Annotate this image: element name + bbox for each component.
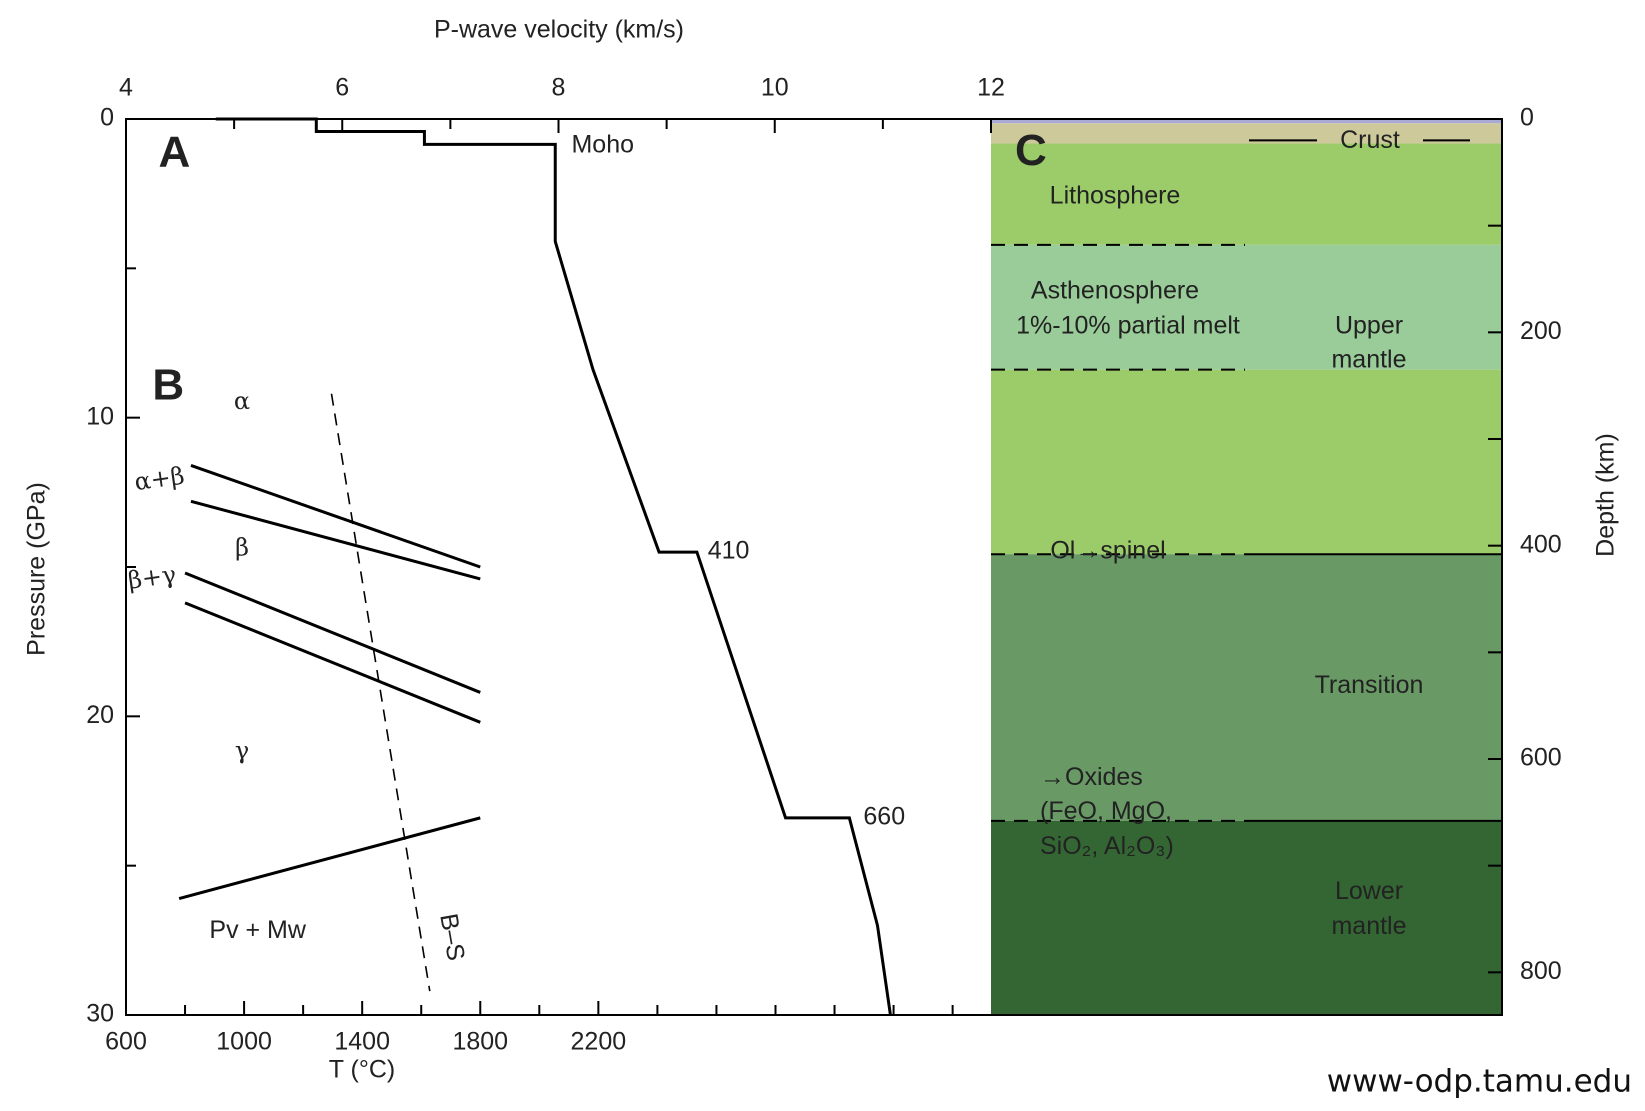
layer (991, 820, 1502, 1015)
panel-a-label: Moho (571, 130, 634, 158)
layer-label: Ol→spinel (1050, 537, 1165, 565)
layer (991, 554, 1502, 821)
layer-label: mantle (1331, 912, 1406, 940)
panel-b-label: B (152, 360, 184, 409)
panel-a-label: 410 (708, 537, 750, 565)
x-tick-label: 1000 (216, 1028, 272, 1056)
layer-label: Upper (1335, 312, 1403, 340)
layer (991, 369, 1502, 555)
y2-tick-label: 0 (1520, 104, 1534, 132)
y2-tick-label: 600 (1520, 744, 1562, 772)
y2-tick-label: 200 (1520, 317, 1562, 345)
series-line (330, 393, 431, 992)
series-line (184, 571, 481, 694)
series-line (184, 601, 481, 724)
x-tick-label: 1800 (452, 1028, 508, 1056)
panel-b-label: B–S (434, 911, 470, 962)
layer-label: →Oxides (1040, 763, 1143, 791)
series-line (190, 464, 481, 569)
panel-a-label: A (158, 127, 190, 176)
x2-tick-label: 6 (335, 74, 349, 102)
layer-label: Transition (1315, 671, 1424, 699)
y-tick-label: 0 (100, 104, 114, 132)
panel-b-label: β+γ (126, 560, 178, 594)
x-tick-label: 2200 (571, 1028, 627, 1056)
y-tick-label: 10 (86, 402, 114, 430)
layer-label: Lithosphere (1050, 181, 1181, 209)
x2-axis-title: P-wave velocity (km/s) (434, 16, 684, 44)
x-tick-label: 1400 (334, 1028, 390, 1056)
x2-tick-label: 8 (552, 74, 566, 102)
y-axis-title: Pressure (GPa) (23, 482, 51, 656)
layer-label: (FeO, MgO, (1040, 797, 1172, 825)
x2-tick-label: 12 (977, 74, 1005, 102)
series-line (215, 117, 892, 1016)
layer-label: SiO₂, Al₂O₃) (1040, 832, 1174, 860)
y2-tick-label: 800 (1520, 957, 1562, 985)
x2-tick-label: 4 (119, 74, 133, 102)
panel-b-label: Pv + Mw (209, 916, 306, 944)
panel-b-label: γ (235, 737, 249, 765)
layer-label: Crust (1340, 126, 1400, 154)
layer-label: Asthenosphere (1031, 276, 1199, 304)
y2-tick-label: 400 (1520, 530, 1562, 558)
x2-tick-label: 10 (761, 74, 789, 102)
x-axis-title: T (°C) (329, 1056, 395, 1084)
layer (991, 143, 1502, 245)
layer-label: C (1015, 126, 1047, 175)
layer (991, 123, 1502, 144)
panel-b-label: α+β (133, 462, 187, 497)
layer-label: mantle (1331, 346, 1406, 374)
series-line (190, 499, 481, 581)
layer (991, 244, 1502, 370)
source: www-odp.tamu.edu (1327, 1064, 1632, 1100)
layer-label: 1%-10% partial melt (1016, 312, 1240, 340)
x-tick-label: 600 (105, 1028, 147, 1056)
series-line (178, 816, 481, 900)
panel-b-label: α (234, 387, 250, 415)
y-tick-label: 30 (86, 1000, 114, 1028)
layer (991, 119, 1502, 124)
panel-a-label: 660 (863, 802, 905, 830)
layer-label: Lower (1335, 877, 1403, 905)
panel-b-label: β (235, 534, 249, 562)
y-tick-label: 20 (86, 701, 114, 729)
y2-axis-title: Depth (km) (1592, 433, 1620, 557)
